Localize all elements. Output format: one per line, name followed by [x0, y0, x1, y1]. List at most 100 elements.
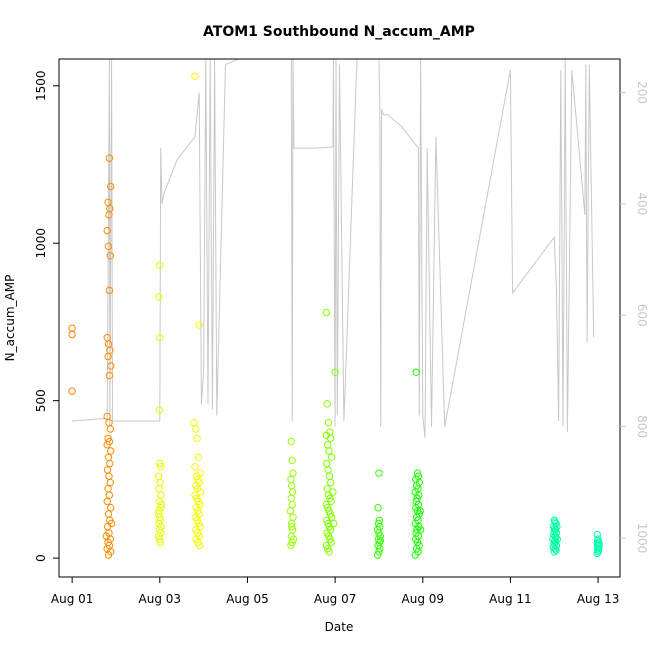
data-point — [104, 510, 113, 518]
data-point — [553, 535, 561, 543]
y-tick-label: 1000 — [34, 228, 48, 259]
data-point — [289, 535, 298, 543]
data-point — [103, 441, 111, 449]
data-point — [325, 472, 334, 480]
data-point — [105, 419, 113, 427]
data-point — [551, 545, 559, 553]
x-tick-label: Aug 11 — [489, 592, 532, 606]
right-y-axis: 200 400 600 800 1000 — [620, 81, 649, 553]
data-point — [157, 463, 165, 471]
data-point — [288, 488, 297, 496]
data-point — [323, 459, 331, 468]
data-point — [105, 286, 114, 295]
data-point — [156, 334, 164, 342]
data-point — [327, 434, 335, 443]
x-tick-label: Aug 05 — [226, 592, 269, 606]
data-point — [107, 362, 115, 370]
data-point — [552, 546, 560, 554]
data-point — [105, 211, 113, 219]
data-point — [156, 261, 164, 269]
data-point — [106, 478, 115, 487]
y-axis: 0 500 1000 1500 — [34, 70, 59, 562]
data-point — [156, 538, 164, 547]
data-point — [68, 324, 76, 332]
data-point — [105, 371, 114, 380]
data-point — [104, 352, 112, 361]
data-point — [68, 387, 76, 395]
data-point — [323, 516, 331, 524]
data-point — [107, 504, 115, 512]
data-point — [104, 340, 113, 348]
y-tick-label: 0 — [34, 554, 48, 562]
data-point — [107, 182, 115, 191]
data-point — [104, 485, 112, 493]
data-point — [104, 453, 113, 461]
data-point — [192, 425, 200, 433]
data-point — [416, 507, 424, 515]
data-point — [411, 551, 419, 559]
data-point — [373, 551, 382, 559]
data-point — [155, 485, 163, 493]
data-point — [322, 541, 331, 550]
data-point — [323, 529, 331, 537]
data-point — [289, 469, 297, 477]
data-point — [550, 548, 558, 556]
data-point — [192, 472, 201, 480]
data-point — [324, 441, 332, 449]
data-point — [155, 406, 164, 414]
data-point — [103, 497, 111, 506]
data-point — [375, 469, 383, 477]
data-point — [106, 252, 115, 260]
data-point — [325, 447, 333, 455]
data-point — [326, 535, 334, 543]
data-point — [288, 482, 296, 490]
secondary-line-layer — [72, 58, 595, 438]
data-point — [190, 419, 198, 427]
data-point — [107, 519, 116, 528]
data-point — [104, 551, 113, 559]
data-point — [155, 507, 163, 515]
data-point — [194, 453, 203, 461]
chart-title: ATOM1 Southbound N_accum_AMP — [203, 24, 475, 40]
data-point — [323, 400, 331, 408]
data-point — [156, 535, 164, 543]
data-point — [105, 491, 114, 499]
data-point — [325, 548, 333, 556]
x-tick-label: Aug 09 — [402, 592, 445, 606]
data-point — [553, 522, 561, 531]
data-point — [191, 463, 199, 471]
x-tick-label: Aug 03 — [139, 592, 182, 606]
data-point — [196, 541, 204, 550]
data-point — [416, 526, 425, 534]
data-point — [324, 466, 332, 474]
data-point — [287, 475, 295, 484]
data-point — [412, 368, 420, 376]
data-point — [324, 419, 333, 427]
right-y-tick-label: 200 — [635, 81, 649, 104]
x-axis-label: Date — [325, 620, 354, 634]
data-point — [327, 478, 335, 487]
y-tick-label: 500 — [34, 389, 48, 412]
data-point — [193, 434, 201, 443]
data-point — [154, 472, 163, 480]
data-point — [68, 330, 76, 339]
data-point — [105, 472, 113, 480]
y-tick-label: 1500 — [34, 70, 48, 101]
data-point — [288, 522, 296, 531]
right-y-tick-label: 800 — [635, 415, 649, 438]
data-point — [103, 466, 112, 474]
data-point — [102, 532, 111, 540]
data-point — [156, 478, 164, 487]
data-point — [288, 500, 296, 509]
data-point — [330, 519, 338, 528]
data-point — [105, 154, 114, 162]
data-point — [106, 425, 115, 433]
data-point — [287, 437, 295, 446]
data-point — [289, 513, 297, 521]
data-point — [322, 308, 331, 317]
data-point — [324, 504, 332, 512]
data-point — [593, 545, 602, 553]
data-point — [287, 541, 295, 550]
data-point — [157, 491, 165, 499]
data-point — [286, 507, 295, 515]
